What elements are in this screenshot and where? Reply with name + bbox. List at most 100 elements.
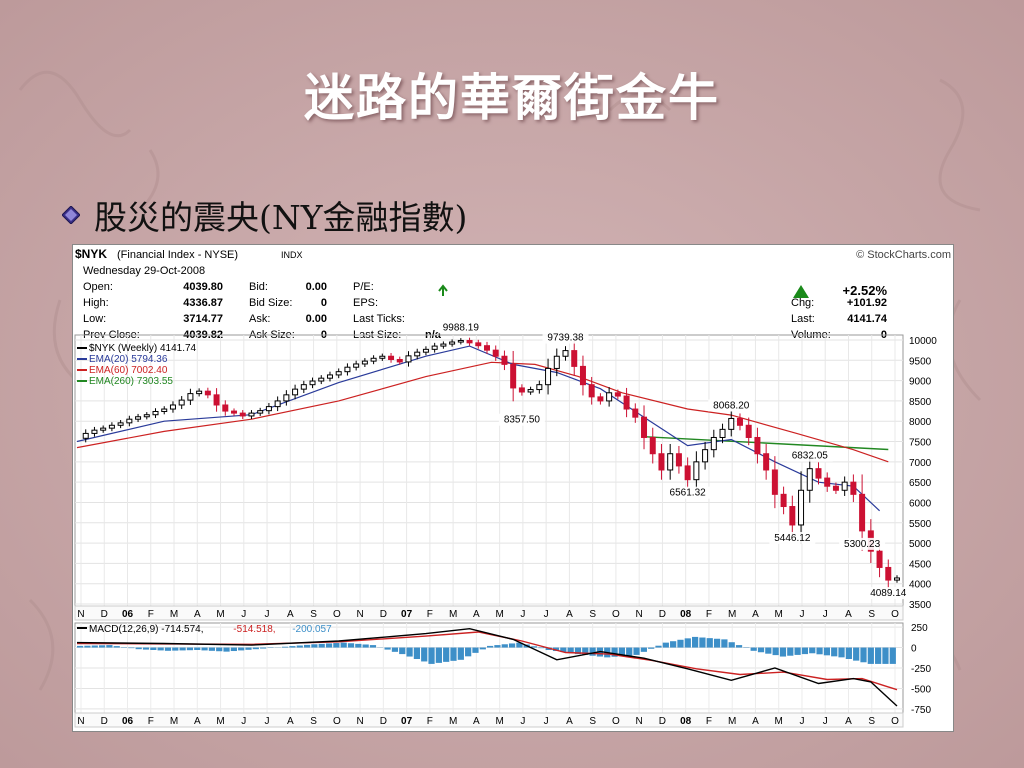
- macd-histogram-bar: [882, 647, 889, 664]
- macd-histogram-bar: [413, 647, 421, 659]
- x-tick-label: M: [449, 609, 457, 620]
- quote-value: 3714.77: [183, 313, 223, 325]
- macd-histogram-bar: [582, 647, 589, 655]
- candle-body: [422, 348, 429, 353]
- macd-histogram-bar: [809, 647, 816, 654]
- x-tick-label: A: [287, 716, 294, 727]
- x-tick-label: O: [333, 609, 341, 620]
- x-tick-label: N: [77, 609, 84, 620]
- x-tick-label: 07: [401, 609, 413, 620]
- macd-histogram-bar: [318, 643, 325, 648]
- bullet-point: 股災的震央(NY金融指數): [62, 191, 467, 239]
- change-percent: +2.52%: [843, 283, 888, 298]
- quote-label: Chg:: [791, 297, 814, 309]
- macd-histogram-bar: [772, 647, 779, 656]
- x-tick-label: A: [287, 609, 294, 620]
- quote-label: Low:: [83, 313, 106, 325]
- candle-body: [466, 339, 473, 344]
- candle-body: [501, 355, 508, 365]
- candle-body: [388, 355, 395, 360]
- x-tick-label: M: [449, 716, 457, 727]
- macd-histogram-bar: [853, 647, 860, 661]
- candle-body: [780, 493, 787, 508]
- macd-histogram-bar: [311, 644, 318, 648]
- axis-band: [74, 712, 904, 728]
- macd-histogram-bar: [230, 647, 237, 652]
- macd-histogram-bar: [84, 645, 91, 648]
- macd-histogram-bar: [845, 647, 852, 659]
- candle-body: [143, 414, 150, 418]
- macd-histogram-bar: [113, 646, 120, 648]
- macd-histogram-bar: [325, 643, 333, 648]
- candle-body: [675, 453, 682, 467]
- macd-histogram-bar: [706, 638, 713, 648]
- macd-histogram-bar: [713, 638, 721, 648]
- x-tick-label: S: [310, 609, 317, 620]
- macd-histogram-bar: [157, 647, 164, 651]
- candle-body: [161, 408, 168, 412]
- macd-histogram-bar: [340, 642, 347, 648]
- x-tick-label: S: [868, 609, 875, 620]
- macd-histogram-bar: [435, 647, 442, 663]
- candle-body: [169, 404, 176, 410]
- candle-body: [553, 355, 560, 369]
- macd-histogram-bar: [289, 646, 296, 648]
- macd-histogram-bar: [699, 637, 706, 648]
- x-tick-label: J: [241, 609, 246, 620]
- axis-band: [74, 605, 904, 621]
- macd-histogram-bar: [831, 647, 838, 657]
- candle-body: [82, 432, 89, 439]
- candle-body: [379, 355, 386, 359]
- x-tick-label: N: [636, 716, 643, 727]
- macd-panel: 250 0 -250 -500 -750 MACD(12,26,9) -714.574, -…: [74, 622, 931, 716]
- candle-body: [274, 400, 281, 408]
- macd-histogram-bar: [450, 647, 457, 661]
- quote-value: +101.92: [847, 297, 887, 309]
- candle-body: [728, 417, 735, 430]
- chart-date: Wednesday 29-Oct-2008: [83, 265, 205, 277]
- x-tick-label: S: [589, 716, 596, 727]
- y-tick-label: 9500: [909, 356, 932, 367]
- x-tick-label: O: [891, 609, 899, 620]
- macd-histogram-bar: [589, 647, 596, 656]
- macd-histogram-bar: [150, 647, 157, 650]
- annotation-bg: [498, 413, 545, 426]
- macd-histogram-bar: [816, 647, 823, 655]
- y-tick-label: 7500: [909, 438, 932, 449]
- macd-histogram-bar: [457, 647, 464, 660]
- candle-body: [326, 374, 333, 379]
- x-tick-label: A: [566, 716, 573, 727]
- macd-signal-line: [76, 631, 898, 691]
- candle-body: [318, 377, 325, 382]
- macd-histogram-bar: [128, 647, 135, 649]
- macd-histogram-bar: [787, 647, 794, 656]
- candle-body: [719, 428, 726, 438]
- chart-svg: $NYK (Financial Index - NYSE) INDX © Sto…: [74, 247, 951, 728]
- macd-y-tick-label: 250: [911, 623, 928, 634]
- quote-value: 4336.87: [183, 297, 223, 309]
- macd-histogram-bar: [282, 646, 289, 648]
- candle-body: [588, 384, 595, 398]
- y-tick-label: 10000: [909, 336, 937, 347]
- candle-body: [204, 390, 211, 396]
- x-tick-label: M: [216, 716, 224, 727]
- quote-value: 4039.80: [183, 281, 223, 293]
- candle-body: [824, 477, 831, 487]
- macd-histogram-bar: [347, 643, 355, 648]
- x-tick-label: O: [333, 716, 341, 727]
- candle-body: [231, 410, 238, 414]
- x-tick-label: D: [101, 716, 108, 727]
- macd-histogram-bar: [721, 639, 728, 648]
- x-tick-label: F: [427, 716, 433, 727]
- x-tick-label: M: [216, 609, 224, 620]
- y-tick-label: 6000: [909, 498, 932, 509]
- annotation-bg: [786, 449, 833, 462]
- macd-y-tick-label: 0: [911, 644, 917, 655]
- macd-histogram-bar: [670, 641, 677, 648]
- y-tick-label: 9000: [909, 377, 932, 388]
- candle-body: [815, 468, 822, 479]
- candle-body: [684, 465, 691, 481]
- x-tick-label: O: [612, 716, 620, 727]
- candle-body: [283, 394, 290, 402]
- candle-body: [649, 436, 656, 455]
